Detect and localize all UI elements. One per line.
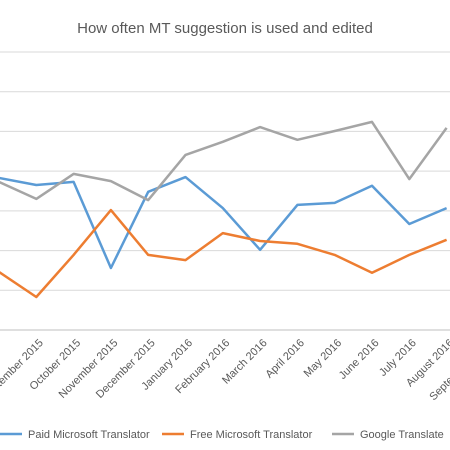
x-tick-label: September 2015 [0, 337, 46, 403]
series-line [0, 208, 448, 299]
series-line [0, 120, 448, 202]
legend-label: Free Microsoft Translator [190, 429, 313, 441]
legend-label: Google Translate [360, 429, 444, 441]
chart-title: How often MT suggestion is used and edit… [77, 20, 373, 37]
legend-label: Paid Microsoft Translator [28, 429, 150, 441]
x-tick-label: April 2016 [263, 337, 307, 381]
x-tick-label: June 2016 [337, 337, 382, 382]
series-line [0, 175, 448, 270]
